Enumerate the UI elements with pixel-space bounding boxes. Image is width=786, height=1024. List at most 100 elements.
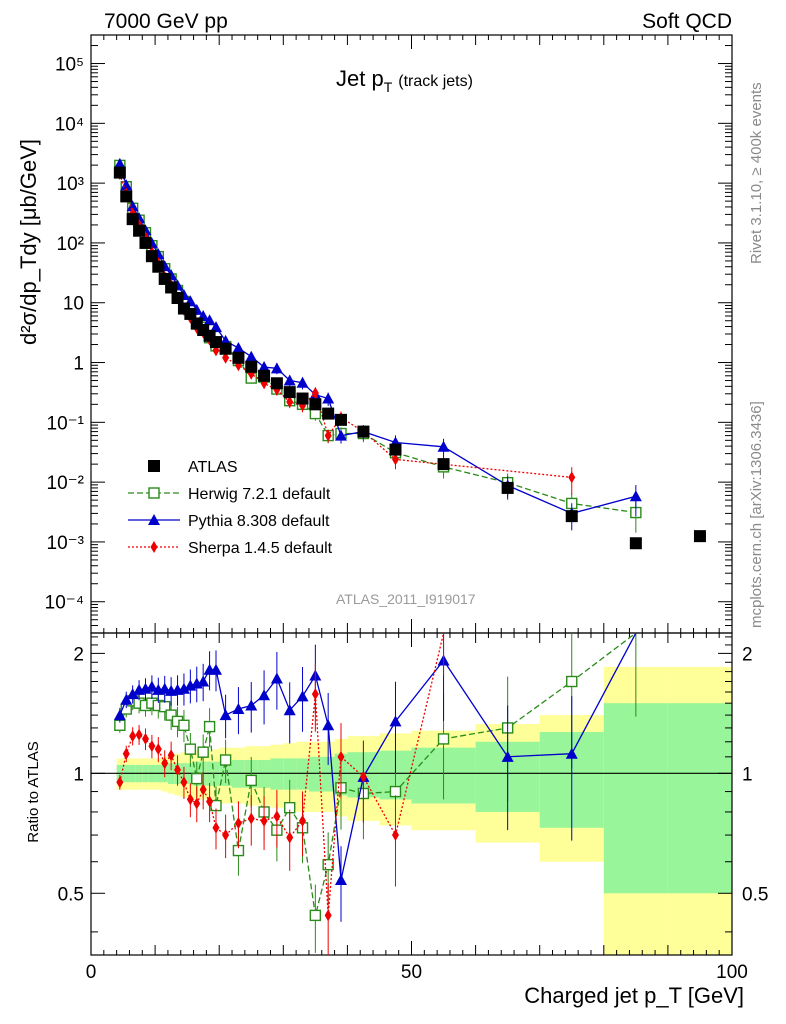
y-tick-label-main: 10² [57, 234, 84, 255]
data-point [126, 200, 139, 212]
data-point [568, 471, 576, 484]
data-point [209, 336, 222, 349]
axis-ticks: 0 50 100 10⁻⁴ 10⁻³ 10⁻² 10⁻¹ 1 10 10² 10³ 10⁴ 10⁵ 0.5… [45, 34, 768, 983]
ratio-point [247, 812, 255, 825]
y-tick-label-main: 10⁻¹ [47, 413, 85, 434]
legend-marker [148, 487, 160, 499]
ratio-point [180, 776, 188, 789]
y-tick-label-main: 10⁻⁴ [45, 593, 84, 614]
x-tick-label: 0 [86, 962, 97, 983]
ratio-point [322, 858, 334, 871]
ratio-panel-data [113, 632, 637, 955]
ratio-point [184, 743, 197, 755]
series-diamond [116, 168, 576, 495]
plot-title: Jet pT (track jets) [336, 66, 473, 95]
y-tick-label-main: 10 [63, 294, 84, 315]
ratio-point [209, 663, 222, 675]
data-point [322, 392, 335, 404]
data-point [296, 392, 309, 405]
data-point [133, 224, 146, 237]
ratio-point [299, 814, 307, 827]
ratio-point [154, 743, 162, 756]
ratio-point [203, 720, 216, 733]
ratio-point [177, 682, 190, 694]
data-point [389, 443, 402, 456]
ratio-point [191, 772, 203, 785]
data-point [203, 314, 216, 326]
ratio-point [161, 757, 169, 770]
ratio-point [148, 740, 156, 753]
y-tick-label-main: 1 [73, 354, 84, 375]
header-right: Soft QCD [642, 10, 732, 33]
data-point [258, 369, 271, 382]
data-point [324, 429, 332, 442]
y-tick-label-ratio-right: 2 [742, 644, 753, 665]
ratio-band-inner [308, 756, 322, 792]
data-point [232, 341, 245, 353]
ratio-band-inner [667, 703, 732, 894]
y-tick-label-main: 10⁵ [55, 55, 84, 76]
ratio-point [167, 749, 175, 762]
y-tick-label-main: 10⁴ [55, 114, 84, 135]
legend-marker [150, 541, 158, 553]
ratio-point [165, 709, 177, 721]
data-point [171, 291, 184, 304]
data-point [120, 190, 133, 203]
ratio-point [322, 719, 335, 731]
ratio-point [113, 709, 126, 721]
ratio-point [186, 793, 194, 806]
legend-entry: Herwig 7.2.1 default [128, 486, 331, 503]
x-axis-title: Charged jet p_T [GeV] [524, 983, 744, 1008]
data-point [232, 351, 245, 364]
data-point [219, 342, 232, 355]
x-tick-label: 50 [401, 962, 422, 983]
main-panel-data [113, 157, 706, 550]
data-point [258, 361, 271, 373]
y-tick-label-main: 10⁻² [47, 473, 85, 494]
x-tick-label: 100 [716, 962, 748, 983]
ratio-point [222, 829, 230, 842]
data-point [693, 530, 706, 543]
y-tick-label-ratio-right: 0.5 [742, 884, 768, 905]
legend-entry: ATLAS [148, 459, 238, 476]
ratio-point [232, 703, 245, 715]
ratio-point [270, 672, 283, 684]
series-square [113, 166, 706, 550]
data-point [322, 407, 335, 420]
data-point [270, 377, 283, 390]
ratio-point [158, 682, 171, 694]
data-point [286, 395, 294, 408]
ratio-point [174, 763, 182, 776]
ratio-point [309, 909, 322, 922]
legend-label: Sherpa 1.4.5 default [188, 540, 333, 557]
data-point [629, 537, 642, 550]
data-point [145, 250, 158, 263]
ratio-point [389, 715, 402, 727]
ratio-point [206, 795, 214, 808]
ratio-point [197, 746, 209, 758]
ratio-point [116, 776, 124, 789]
y-tick-label-ratio: 0.5 [58, 884, 84, 905]
ratio-point [286, 831, 294, 844]
ratio-point [258, 689, 271, 701]
ratio-point [135, 728, 143, 741]
ratio-point [245, 699, 258, 711]
data-point [437, 440, 450, 452]
ratio-point [260, 814, 268, 827]
legend-marker [148, 460, 160, 472]
y-tick-label-ratio: 1 [73, 764, 84, 785]
ratio-point [219, 754, 232, 766]
ratio-point [565, 747, 578, 759]
y-tick-label-ratio-right: 1 [742, 764, 753, 785]
ratio-band-inner [603, 703, 668, 894]
ratio-point [197, 675, 210, 687]
y-tick-label-main: 10³ [57, 174, 84, 195]
data-point [437, 458, 450, 471]
ratio-point [129, 730, 137, 743]
ratio-point [219, 709, 232, 721]
ratio-series-diamond [116, 632, 445, 955]
ratio-point [199, 783, 207, 796]
y-axis-title: d²σ/dp_Tdy [μb/GeV] [16, 139, 41, 345]
data-point [283, 374, 296, 386]
